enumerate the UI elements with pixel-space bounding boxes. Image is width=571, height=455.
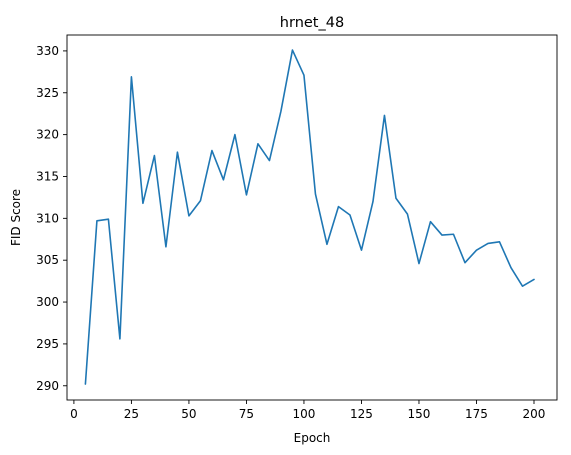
- x-tick-label: 200: [523, 407, 546, 421]
- x-tick-label: 75: [239, 407, 254, 421]
- data-point: [359, 248, 363, 252]
- data-point: [440, 233, 444, 237]
- data-point: [118, 337, 122, 341]
- x-axis: 0 25 50 75 100 125 150 175 200: [70, 400, 545, 421]
- y-tick-label: 290: [36, 379, 59, 393]
- data-point: [325, 242, 329, 246]
- plot-area: 0 25 50 75 100 125 150 175 200 290 295 300 305 310 31…: [36, 34, 558, 421]
- y-tick-label: 305: [36, 253, 59, 267]
- x-tick-label: 100: [292, 407, 315, 421]
- data-point: [221, 178, 225, 182]
- data-point: [382, 113, 386, 117]
- y-tick-label: 295: [36, 337, 59, 351]
- data-point: [106, 217, 110, 221]
- data-point: [509, 266, 513, 270]
- data-point: [497, 240, 501, 244]
- data-point: [198, 199, 202, 203]
- data-point: [152, 154, 156, 158]
- y-tick-label: 325: [36, 86, 59, 100]
- y-tick-label: 320: [36, 128, 59, 142]
- data-point: [290, 48, 294, 52]
- data-point: [141, 201, 145, 205]
- x-tick-label: 150: [408, 407, 431, 421]
- data-point: [474, 248, 478, 252]
- x-tick-label: 125: [350, 407, 373, 421]
- data-point: [233, 133, 237, 137]
- y-axis-label: FID Score: [9, 189, 23, 246]
- y-tick-label: 300: [36, 295, 59, 309]
- data-point: [279, 109, 283, 113]
- data-point: [463, 261, 467, 265]
- x-tick-label: 0: [70, 407, 78, 421]
- data-point: [187, 214, 191, 218]
- x-tick-label: 25: [124, 407, 139, 421]
- plot-frame: [66, 34, 558, 401]
- data-point: [405, 212, 409, 216]
- data-point: [336, 205, 340, 209]
- data-point: [417, 262, 421, 266]
- data-point: [95, 219, 99, 223]
- data-point: [129, 75, 133, 79]
- data-point: [244, 193, 248, 197]
- data-point: [532, 277, 536, 281]
- y-tick-label: 315: [36, 169, 59, 183]
- y-tick-label: 310: [36, 211, 59, 225]
- data-point: [520, 284, 524, 288]
- x-axis-label: Epoch: [294, 431, 331, 445]
- data-point: [348, 213, 352, 217]
- series-line: [84, 49, 535, 385]
- data-point: [256, 142, 260, 146]
- y-tick-label: 330: [36, 44, 59, 58]
- data-point: [175, 150, 179, 154]
- data-point: [302, 73, 306, 77]
- y-axis: 290 295 300 305 310 315 320 325 330: [36, 44, 67, 393]
- chart-title: hrnet_48: [280, 15, 344, 31]
- data-point: [428, 220, 432, 224]
- data-point: [394, 196, 398, 200]
- data-point: [486, 241, 490, 245]
- x-tick-label: 50: [181, 407, 196, 421]
- data-point: [83, 382, 87, 386]
- data-point: [371, 200, 375, 204]
- data-point: [313, 192, 317, 196]
- x-tick-label: 175: [465, 407, 488, 421]
- data-point: [267, 159, 271, 163]
- data-point: [210, 149, 214, 153]
- data-point: [164, 245, 168, 249]
- data-point: [451, 232, 455, 236]
